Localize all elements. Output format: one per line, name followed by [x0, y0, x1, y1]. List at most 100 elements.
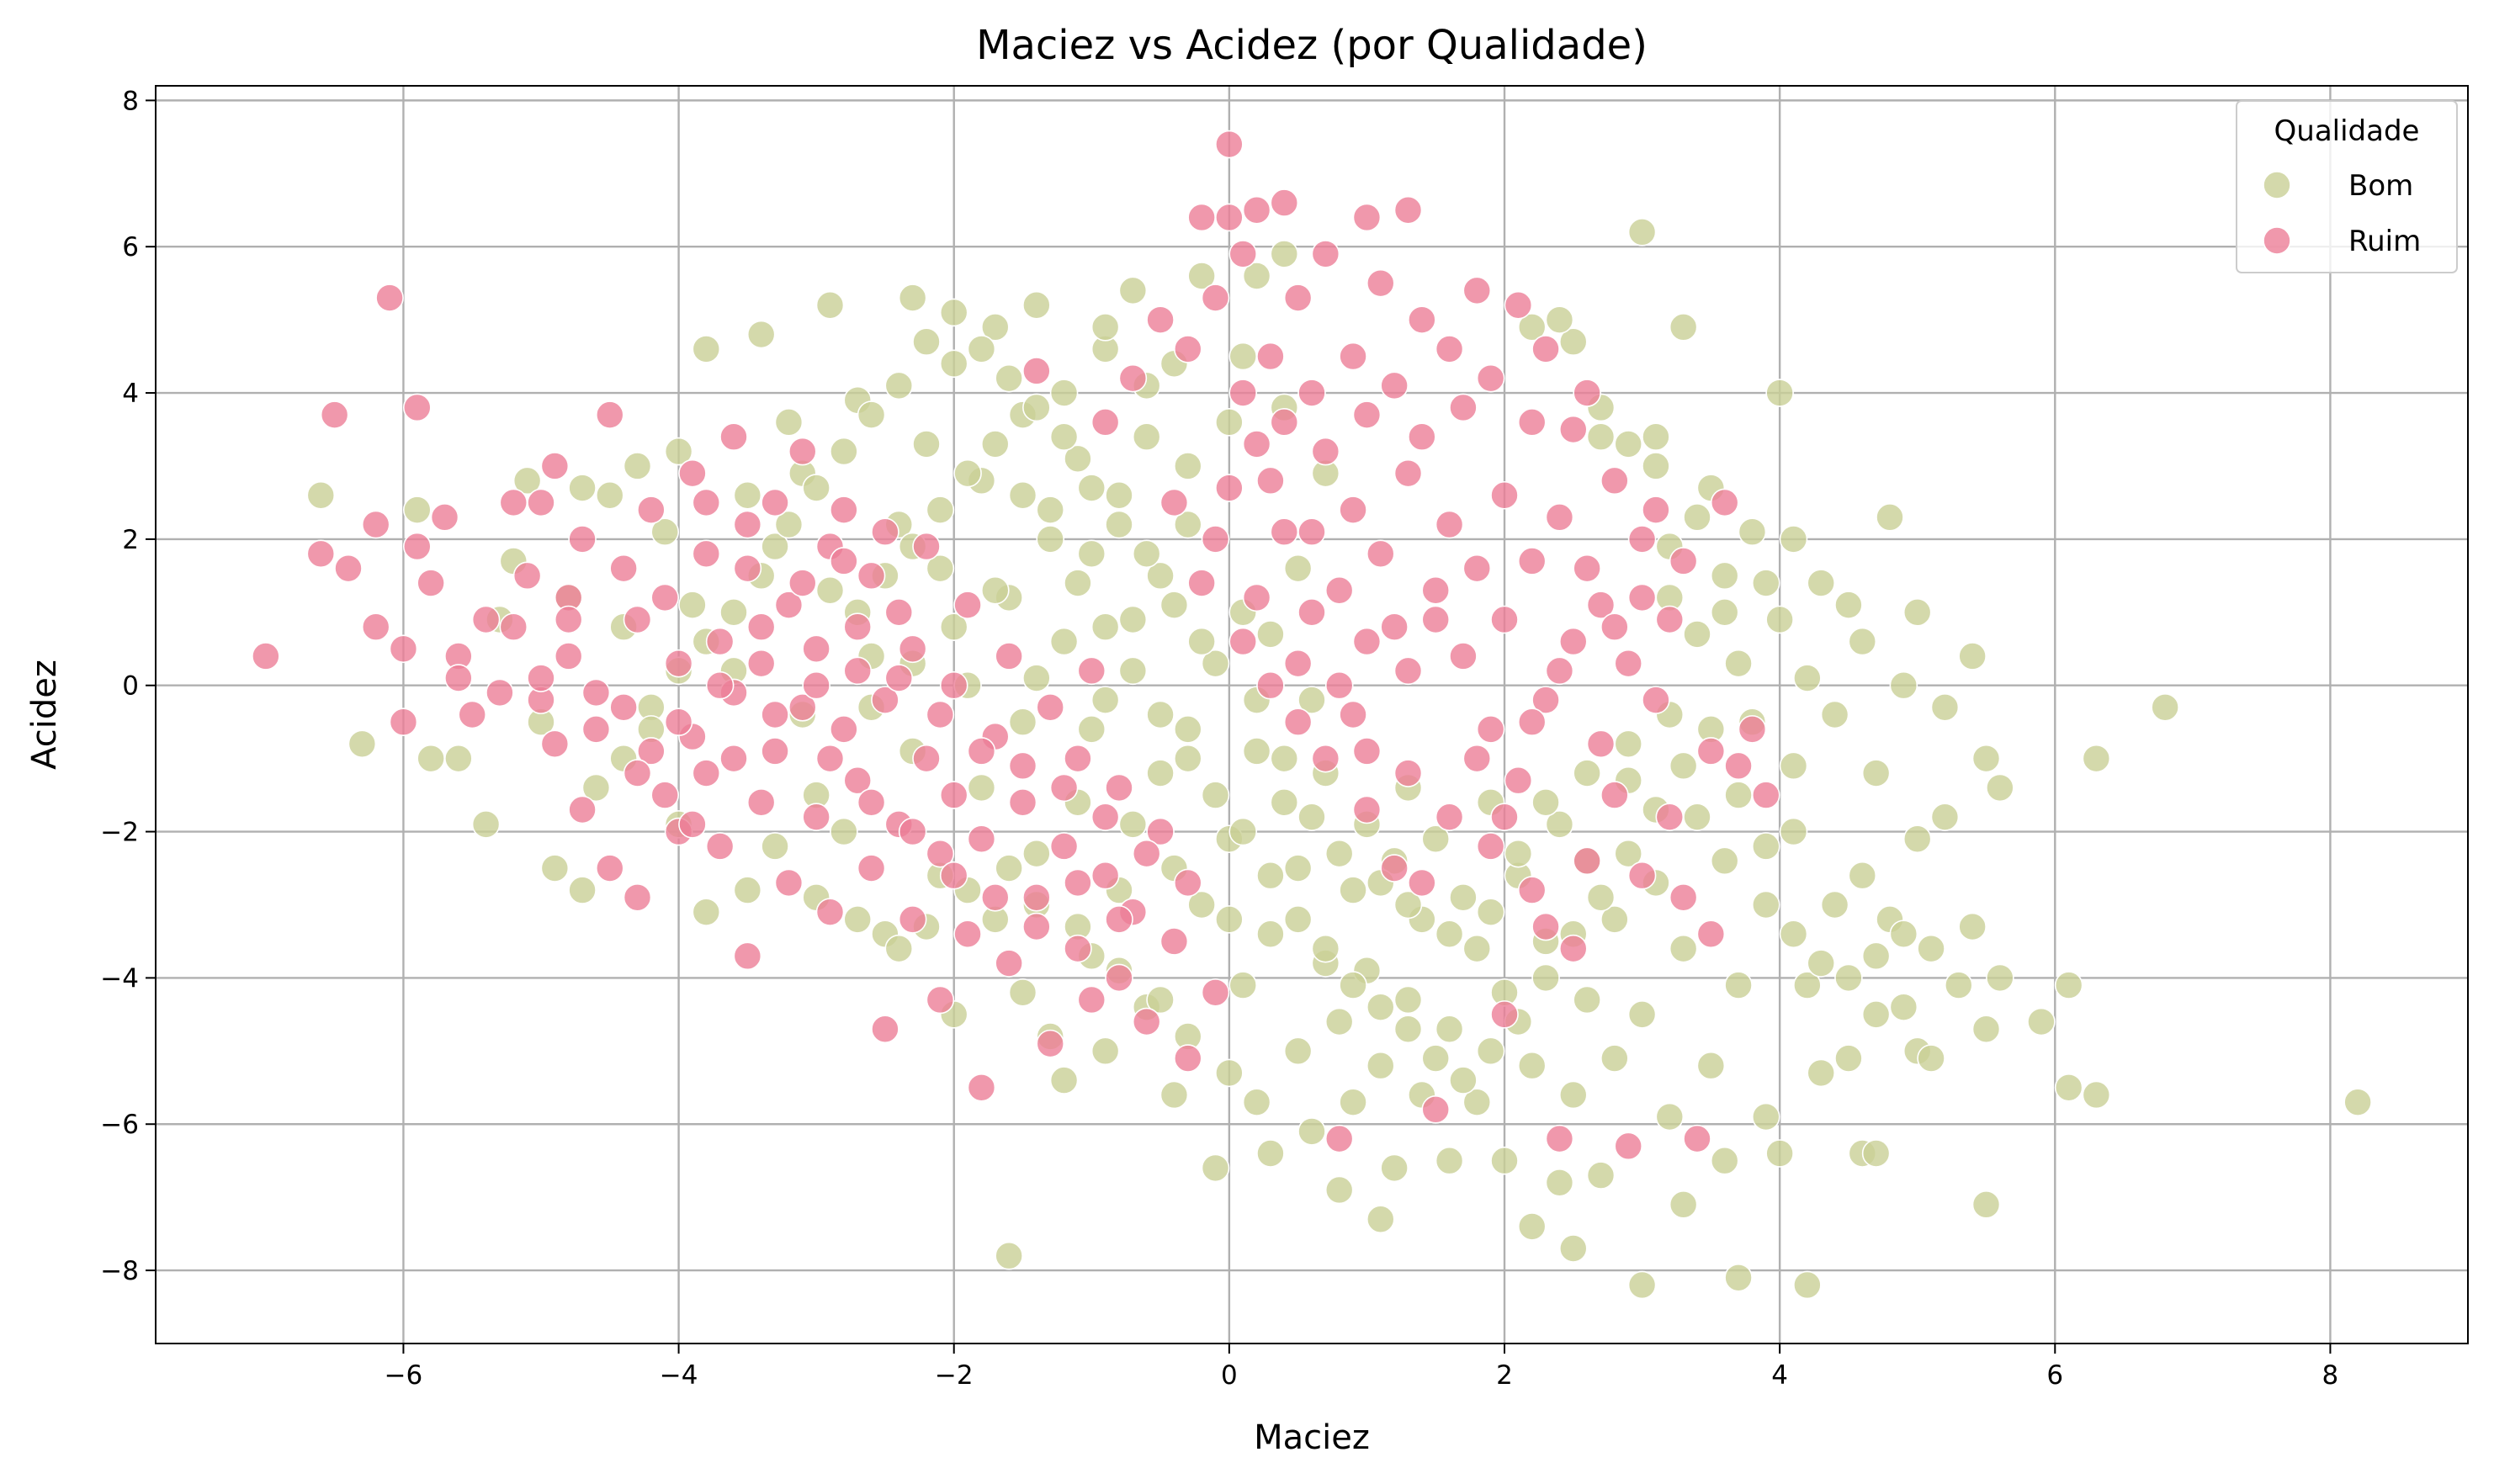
data-point	[1558, 1234, 1588, 1263]
y-tick-label: 0	[122, 671, 139, 702]
data-point	[1834, 963, 1863, 993]
data-point	[1600, 905, 1629, 934]
data-point	[609, 554, 638, 583]
data-point	[1339, 1088, 1367, 1116]
data-point	[402, 532, 432, 561]
data-point	[692, 488, 721, 517]
data-point	[1270, 744, 1299, 773]
data-point	[554, 642, 583, 670]
data-point	[692, 539, 721, 569]
data-point	[857, 854, 886, 882]
data-point	[1902, 824, 1932, 854]
data-point	[568, 474, 597, 502]
data-point	[1311, 934, 1340, 963]
data-point	[1283, 708, 1313, 736]
data-point	[1834, 591, 1863, 619]
legend-marker	[2263, 171, 2291, 199]
data-point	[1545, 1124, 1574, 1153]
data-point	[1380, 371, 1409, 400]
data-point	[1311, 437, 1340, 466]
data-point	[1724, 781, 1753, 809]
data-point	[1132, 422, 1161, 452]
x-tick-label: −4	[660, 1360, 698, 1391]
data-point	[705, 670, 735, 700]
y-tick-label: −4	[100, 963, 139, 994]
data-point	[1600, 612, 1629, 641]
data-point	[1008, 751, 1037, 781]
data-point	[719, 744, 748, 773]
data-point	[1408, 422, 1436, 452]
data-point	[1462, 554, 1492, 583]
data-point	[1462, 1088, 1492, 1116]
data-point	[912, 744, 941, 773]
data-point	[1793, 1270, 1822, 1300]
data-point	[1820, 890, 1849, 920]
data-point	[1545, 1168, 1574, 1197]
data-point	[1986, 963, 2014, 993]
data-point	[2054, 1073, 2083, 1102]
x-tick-label: −6	[385, 1360, 423, 1391]
data-point	[830, 437, 858, 466]
data-point	[650, 781, 680, 809]
data-point	[1064, 444, 1092, 474]
data-point	[995, 949, 1023, 978]
data-point	[2027, 1007, 2056, 1036]
data-point	[1283, 905, 1313, 934]
data-point	[1517, 408, 1547, 437]
data-point	[705, 832, 735, 861]
data-point	[980, 882, 1010, 912]
data-point	[788, 437, 817, 466]
data-point	[761, 737, 789, 766]
data-point	[857, 788, 886, 817]
data-point	[1490, 1146, 1519, 1175]
data-point	[1917, 934, 1945, 963]
data-point	[1614, 649, 1643, 678]
data-point	[1090, 1036, 1120, 1066]
data-point	[334, 554, 363, 583]
y-tick-label: −2	[100, 818, 139, 848]
data-point	[1449, 882, 1478, 912]
data-point	[678, 810, 707, 839]
data-point	[1132, 839, 1161, 868]
data-point	[389, 708, 418, 736]
legend-box	[2236, 100, 2458, 273]
data-point	[1600, 1044, 1629, 1073]
data-point	[1077, 474, 1106, 502]
data-point	[1545, 503, 1574, 532]
data-point	[1765, 605, 1794, 634]
data-point	[926, 985, 955, 1015]
data-point	[581, 773, 611, 803]
data-point	[1311, 240, 1340, 268]
data-point	[857, 561, 886, 591]
data-point	[1421, 1044, 1451, 1073]
data-point	[1490, 480, 1519, 510]
data-point	[939, 612, 968, 641]
data-point	[1751, 890, 1780, 920]
data-point	[871, 1015, 899, 1044]
data-point	[1600, 466, 1629, 496]
data-point	[802, 803, 830, 831]
data-point	[1861, 759, 1891, 787]
data-point	[1366, 1205, 1395, 1234]
y-tick-label: −8	[100, 1256, 139, 1286]
data-point	[1696, 737, 1726, 766]
x-tick-label: 6	[2046, 1360, 2063, 1391]
data-point	[1090, 612, 1120, 641]
data-point	[595, 480, 624, 510]
data-point	[1504, 766, 1533, 795]
data-point	[1297, 803, 1326, 831]
data-point	[843, 905, 873, 934]
data-point	[1393, 985, 1423, 1015]
data-point	[1669, 882, 1698, 912]
data-point	[650, 583, 680, 612]
data-point	[1807, 569, 1836, 597]
data-point	[1435, 1015, 1464, 1044]
data-point	[746, 649, 776, 678]
data-point	[1008, 978, 1037, 1007]
data-point	[623, 452, 652, 480]
data-point	[1201, 781, 1230, 809]
data-point	[1490, 1000, 1519, 1029]
data-point	[1917, 1044, 1945, 1073]
data-points	[252, 130, 2372, 1300]
data-point	[1173, 868, 1202, 898]
